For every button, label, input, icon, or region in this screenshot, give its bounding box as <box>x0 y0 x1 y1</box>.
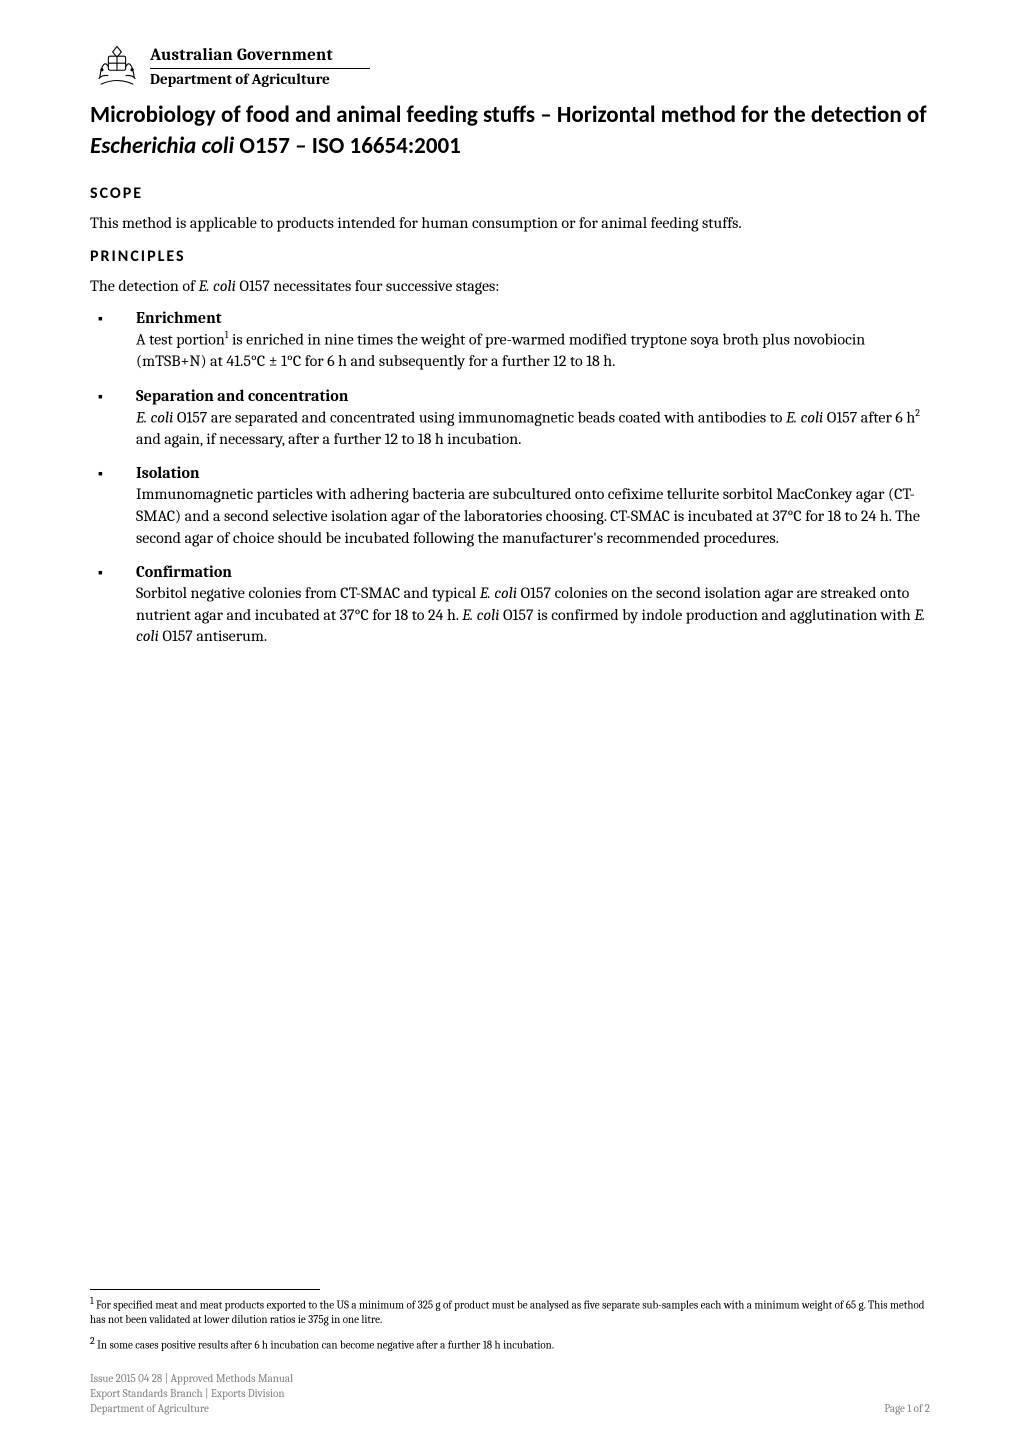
list-item: Enrichment A test portion1 is enriched i… <box>90 309 930 373</box>
document-title: Microbiology of food and animal feeding … <box>90 100 930 162</box>
footer-line2: Export Standards Branch | Exports Divisi… <box>90 1387 293 1402</box>
gov-divider <box>150 68 370 69</box>
bullet-head: Separation and concentration <box>136 387 930 405</box>
list-item: Confirmation Sorbitol negative colonies … <box>90 563 930 648</box>
principles-intro-ital: E. coli <box>199 277 236 295</box>
bullet-body: A test portion1 is enriched in nine time… <box>136 329 930 373</box>
footnote-2: 2 In some cases positive results after 6… <box>90 1335 930 1353</box>
australian-coat-of-arms-icon <box>90 40 144 94</box>
principles-intro-pre: The detection of <box>90 277 199 295</box>
footer-line1: Issue 2015 04 28 | Approved Methods Manu… <box>90 1372 293 1387</box>
footer-right: Page 1 of 2 <box>884 1402 930 1417</box>
page-footer: Issue 2015 04 28 | Approved Methods Manu… <box>90 1372 930 1417</box>
footnote-rule <box>90 1289 320 1290</box>
bullet-body: Sorbitol negative colonies from CT-SMAC … <box>136 583 930 648</box>
gov-line2: Department of Agriculture <box>150 71 370 88</box>
footnote-1-text: For specified meat and meat products exp… <box>90 1298 924 1325</box>
principles-intro: The detection of E. coli O157 necessitat… <box>90 276 930 298</box>
scope-text: This method is applicable to products in… <box>90 213 930 235</box>
principles-intro-post: O157 necessitates four successive stages… <box>236 277 500 295</box>
footer-left: Issue 2015 04 28 | Approved Methods Manu… <box>90 1372 293 1417</box>
page: Australian Government Department of Agri… <box>0 0 1020 1443</box>
footer-line3: Department of Agriculture <box>90 1402 293 1417</box>
list-item: Isolation Immunomagnetic particles with … <box>90 464 930 549</box>
footnote-2-text: In some cases positive results after 6 h… <box>97 1339 554 1352</box>
gov-text-block: Australian Government Department of Agri… <box>150 46 370 88</box>
footnote-1: 1 For specified meat and meat products e… <box>90 1295 930 1327</box>
gov-line1: Australian Government <box>150 46 370 66</box>
bullet-body: E. coli O157 are separated and concentra… <box>136 407 930 451</box>
bullet-body: Immunomagnetic particles with adhering b… <box>136 484 930 549</box>
scope-heading: SCOPE <box>90 184 930 203</box>
footnotes: 1 For specified meat and meat products e… <box>90 1289 930 1361</box>
bullet-head: Enrichment <box>136 309 930 327</box>
principles-list: Enrichment A test portion1 is enriched i… <box>90 309 930 648</box>
bullet-head: Confirmation <box>136 563 930 581</box>
title-line1: Microbiology of food and animal feeding … <box>90 101 927 160</box>
list-item: Separation and concentration E. coli O15… <box>90 387 930 451</box>
principles-heading: PRINCIPLES <box>90 247 930 266</box>
page-number: Page 1 of 2 <box>884 1402 930 1415</box>
gov-header: Australian Government Department of Agri… <box>90 40 930 94</box>
bullet-head: Isolation <box>136 464 930 482</box>
